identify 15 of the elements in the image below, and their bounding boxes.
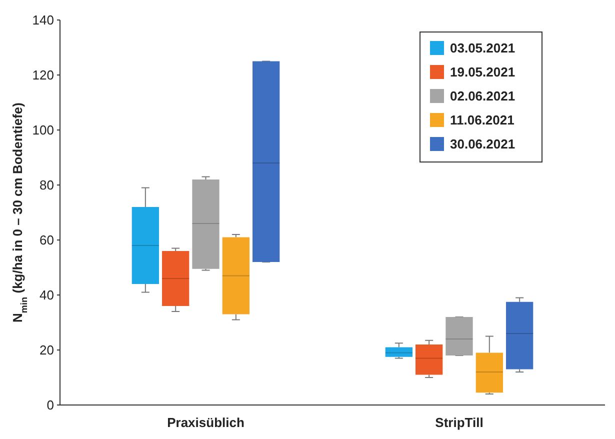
- y-tick-label: 20: [40, 342, 54, 358]
- x-tick-label: Praxisüblich: [167, 415, 244, 430]
- x-tick-label: StripTill: [435, 415, 484, 430]
- y-tick-label: 80: [40, 178, 54, 193]
- legend-label: 11.06.2021: [450, 112, 514, 128]
- y-tick-label: 0: [46, 398, 54, 413]
- legend-label: 02.06.2021: [450, 88, 516, 104]
- y-tick-label: 120: [32, 68, 54, 83]
- y-tick-label: 40: [40, 288, 54, 303]
- legend-label: 03.05.2021: [450, 40, 516, 56]
- legend-label: 19.05.2021: [450, 64, 516, 80]
- y-tick-label: 60: [40, 232, 54, 248]
- legend-label: 30.06.2021: [450, 136, 516, 152]
- y-tick-label: 140: [32, 12, 54, 28]
- y-tick-label: 100: [32, 122, 54, 138]
